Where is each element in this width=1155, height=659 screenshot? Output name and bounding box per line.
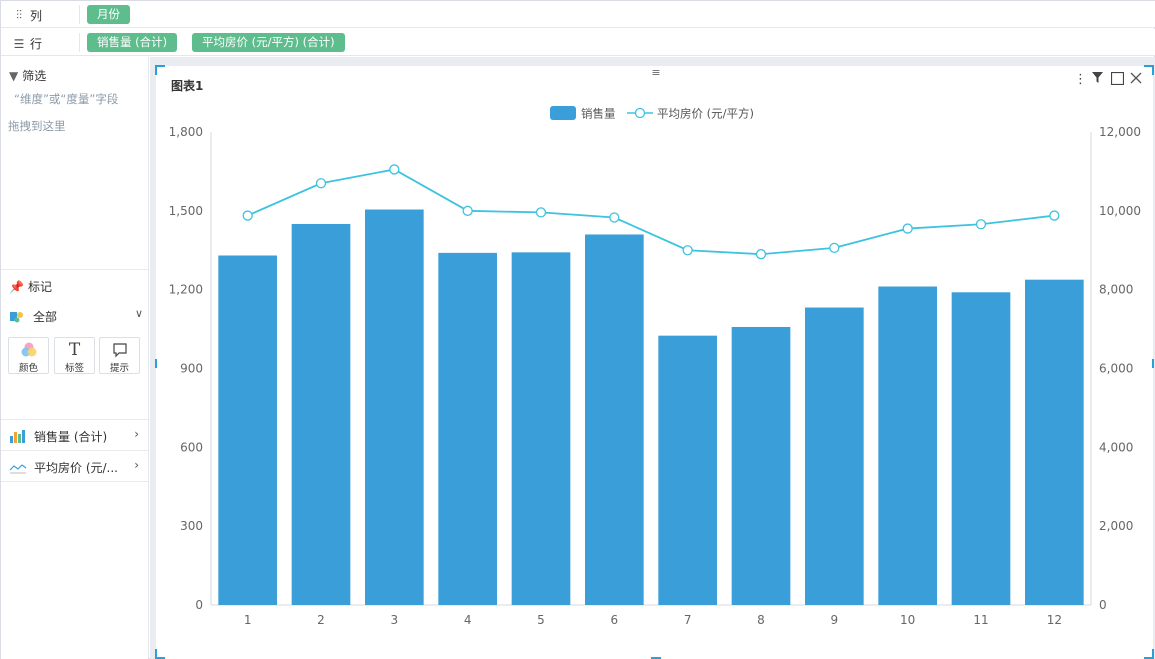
rows-label: 行 <box>30 37 43 51</box>
filter-section-title: ▼ 筛选 <box>9 67 46 84</box>
mark-type-icon <box>10 312 23 323</box>
filter-drop-hint-1[interactable]: “维度”或“度量”字段 <box>14 92 119 106</box>
pin-icon: 📌 <box>9 279 24 294</box>
resize-handle-right[interactable] <box>1152 359 1154 368</box>
tooltip-button-label: 提示 <box>109 363 129 374</box>
filter-title: 筛选 <box>22 69 47 83</box>
column-pill-month[interactable]: 月份 <box>87 5 130 24</box>
marks-title: 标记 <box>27 280 52 294</box>
row-pill-avg-price[interactable]: 平均房价 (元/平方) (合计) <box>192 33 345 52</box>
marks-type-label: 全部 <box>33 309 58 324</box>
marks-type-selector[interactable]: 全部 ∨ <box>9 307 143 325</box>
mark-field-avg-price[interactable]: 平均房价 (元/... › <box>1 451 148 482</box>
section-divider <box>1 269 148 270</box>
color-button[interactable]: 颜色 <box>8 337 49 374</box>
resize-handle-bl[interactable] <box>155 657 165 659</box>
tooltip-icon <box>100 340 139 360</box>
chevron-right-icon: › <box>134 458 139 472</box>
chart-title: 图表1 <box>171 79 204 93</box>
more-menu-icon[interactable]: ⋮ <box>1074 72 1087 87</box>
filter-drop-hint-2[interactable]: 拖拽到这里 <box>8 119 66 133</box>
color-button-label: 颜色 <box>18 363 38 374</box>
row-pill-sales[interactable]: 销售量 (合计) <box>87 33 178 52</box>
rows-shelf: ☰ 行 销售量 (合计) 平均房价 (元/平方) (合计) <box>1 29 1155 56</box>
drag-handle-icon[interactable]: ≡ <box>651 66 661 79</box>
columns-shelf: ⫶⫶ 列 月份 <box>1 1 1155 28</box>
resize-handle-br[interactable] <box>1152 649 1154 659</box>
chevron-down-icon: ∨ <box>134 307 143 320</box>
rows-icon: ☰ <box>13 36 25 51</box>
columns-icon: ⫶⫶ <box>15 8 22 22</box>
label-button[interactable]: T 标签 <box>54 337 95 374</box>
mark-field-sales[interactable]: 销售量 (合计) › <box>1 420 148 451</box>
resize-handle-tr[interactable] <box>1144 65 1154 67</box>
shelf-divider <box>79 5 80 24</box>
shelf-divider <box>79 33 80 52</box>
maximize-icon[interactable] <box>1110 71 1125 89</box>
bar-chart-icon <box>10 430 25 443</box>
resize-handle-bottom[interactable] <box>651 657 661 659</box>
marks-section-title: 📌 标记 <box>9 278 52 295</box>
columns-shelf-label: ⫶⫶ 列 <box>11 7 42 24</box>
line-chart-icon <box>9 464 27 474</box>
resize-handle-bl[interactable] <box>155 649 157 659</box>
columns-label: 列 <box>30 9 43 23</box>
chevron-right-icon: › <box>134 427 139 441</box>
section-divider <box>1 419 148 420</box>
filter-icon: ▼ <box>9 68 19 83</box>
text-icon: T <box>68 340 81 360</box>
resize-handle-tl[interactable] <box>155 65 165 67</box>
color-icon <box>9 340 48 360</box>
filter-icon[interactable] <box>1091 71 1104 88</box>
resize-handle-tr[interactable] <box>1152 65 1154 75</box>
chart-card[interactable] <box>156 66 1153 659</box>
label-button-label: 标签 <box>64 363 84 374</box>
close-icon[interactable] <box>1130 72 1142 88</box>
resize-handle-tl[interactable] <box>155 65 157 75</box>
resize-handle-br[interactable] <box>1144 657 1154 659</box>
left-panel: ▼ 筛选 “维度”或“度量”字段 拖拽到这里 📌 标记 全部 ∨ <box>1 57 149 659</box>
mark-field-avg-price-label: 平均房价 (元/... <box>34 461 118 475</box>
mark-field-sales-label: 销售量 (合计) <box>34 430 108 444</box>
rows-shelf-label: ☰ 行 <box>11 35 42 52</box>
resize-handle-left[interactable] <box>155 359 157 368</box>
tooltip-button[interactable]: 提示 <box>99 337 140 374</box>
